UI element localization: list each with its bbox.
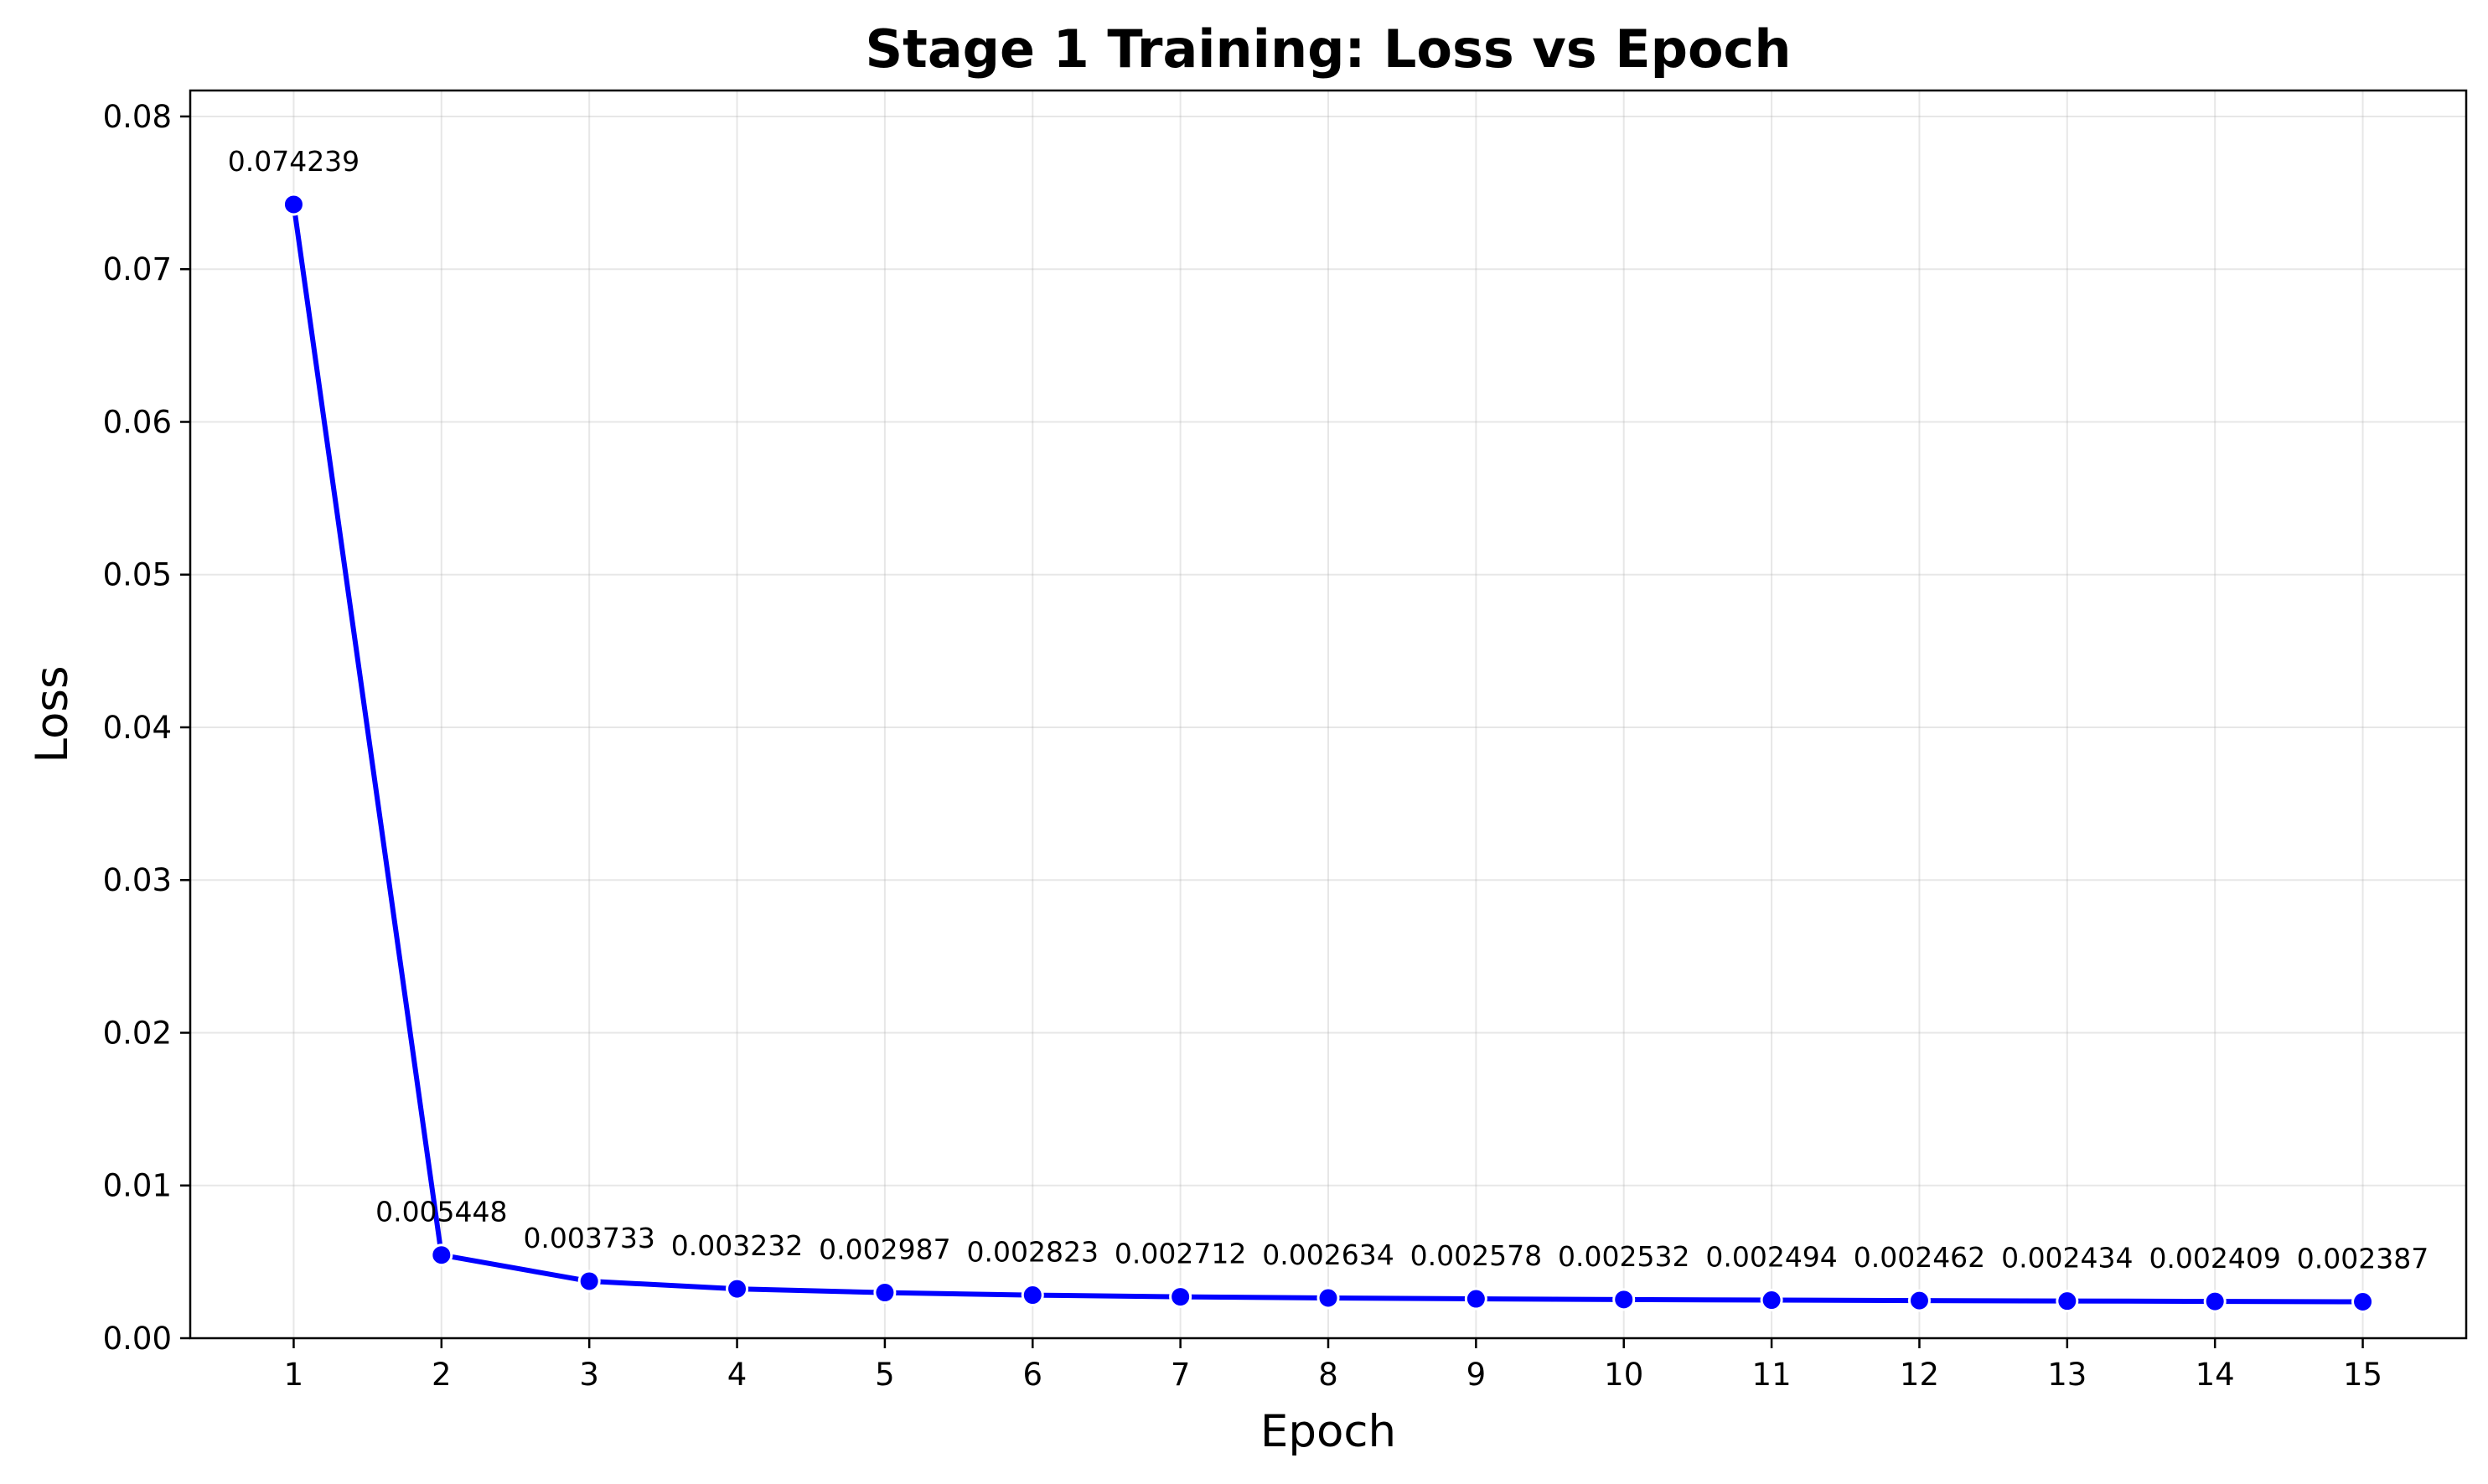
grid xyxy=(190,90,2466,1339)
chart-title: Stage 1 Training: Loss vs Epoch xyxy=(866,18,1792,80)
data-point xyxy=(282,193,305,216)
x-tick-label: 7 xyxy=(1171,1357,1191,1393)
x-tick-label: 8 xyxy=(1318,1357,1338,1393)
axis-ticks: 1 2 3 4 5 6 7 8 9 10 11 12 13 14 150.000.010.020.030.0… xyxy=(103,99,2382,1393)
data-label: 0.002462 xyxy=(1854,1241,1985,1274)
x-tick-label: 9 xyxy=(1466,1357,1487,1393)
data-series xyxy=(282,193,2375,1313)
y-tick-label: 0.03 xyxy=(103,862,172,898)
data-label: 0.002634 xyxy=(1262,1238,1394,1271)
x-tick-label: 5 xyxy=(875,1357,895,1393)
x-tick-label: 3 xyxy=(579,1357,599,1393)
data-label: 0.003232 xyxy=(671,1229,803,1262)
data-label: 0.002532 xyxy=(1558,1240,1689,1273)
data-label: 0.074239 xyxy=(228,145,359,178)
y-tick-label: 0.07 xyxy=(103,251,172,287)
y-tick-label: 0.01 xyxy=(103,1168,172,1204)
y-tick-label: 0.02 xyxy=(103,1015,172,1051)
x-tick-label: 13 xyxy=(2047,1357,2087,1393)
y-tick-label: 0.00 xyxy=(103,1321,172,1357)
x-tick-label: 12 xyxy=(1900,1357,1939,1393)
data-point xyxy=(1316,1286,1340,1310)
data-label: 0.002409 xyxy=(2149,1242,2280,1275)
y-axis-label: Loss xyxy=(27,665,78,763)
data-label: 0.002823 xyxy=(967,1236,1099,1269)
data-point xyxy=(873,1281,897,1305)
data-point xyxy=(430,1244,453,1267)
data-point xyxy=(726,1277,749,1300)
x-tick-label: 14 xyxy=(2196,1357,2235,1393)
data-label: 0.002387 xyxy=(2297,1242,2429,1275)
data-point xyxy=(1612,1288,1636,1311)
data-point xyxy=(2351,1290,2375,1313)
data-label: 0.005448 xyxy=(375,1196,507,1228)
x-tick-label: 2 xyxy=(432,1357,452,1393)
y-tick-label: 0.06 xyxy=(103,404,172,440)
data-point xyxy=(577,1269,601,1293)
y-tick-label: 0.05 xyxy=(103,557,172,593)
data-label: 0.002434 xyxy=(2001,1242,2133,1275)
data-label: 0.002712 xyxy=(1115,1238,1246,1270)
data-labels: 0.074239 0.005448 0.003733 0.003232 0.002987… xyxy=(228,145,2429,1275)
data-label: 0.002987 xyxy=(819,1233,950,1266)
y-tick-label: 0.08 xyxy=(103,99,172,135)
data-point xyxy=(2056,1290,2079,1313)
x-tick-label: 15 xyxy=(2343,1357,2382,1393)
data-point xyxy=(1760,1289,1783,1312)
data-point xyxy=(1464,1287,1487,1311)
data-label: 0.003733 xyxy=(523,1222,654,1254)
y-tick-label: 0.04 xyxy=(103,710,172,746)
data-label: 0.002578 xyxy=(1410,1239,1542,1272)
x-tick-label: 11 xyxy=(1752,1357,1792,1393)
x-axis-label: Epoch xyxy=(1260,1406,1396,1457)
data-label: 0.002494 xyxy=(1705,1241,1837,1274)
x-tick-label: 4 xyxy=(727,1357,747,1393)
data-point xyxy=(1169,1285,1192,1309)
data-point xyxy=(1907,1289,1931,1312)
data-point xyxy=(1021,1284,1044,1307)
x-tick-label: 1 xyxy=(284,1357,304,1393)
data-point xyxy=(2203,1290,2227,1313)
x-tick-label: 10 xyxy=(1604,1357,1643,1393)
x-tick-label: 6 xyxy=(1022,1357,1042,1393)
